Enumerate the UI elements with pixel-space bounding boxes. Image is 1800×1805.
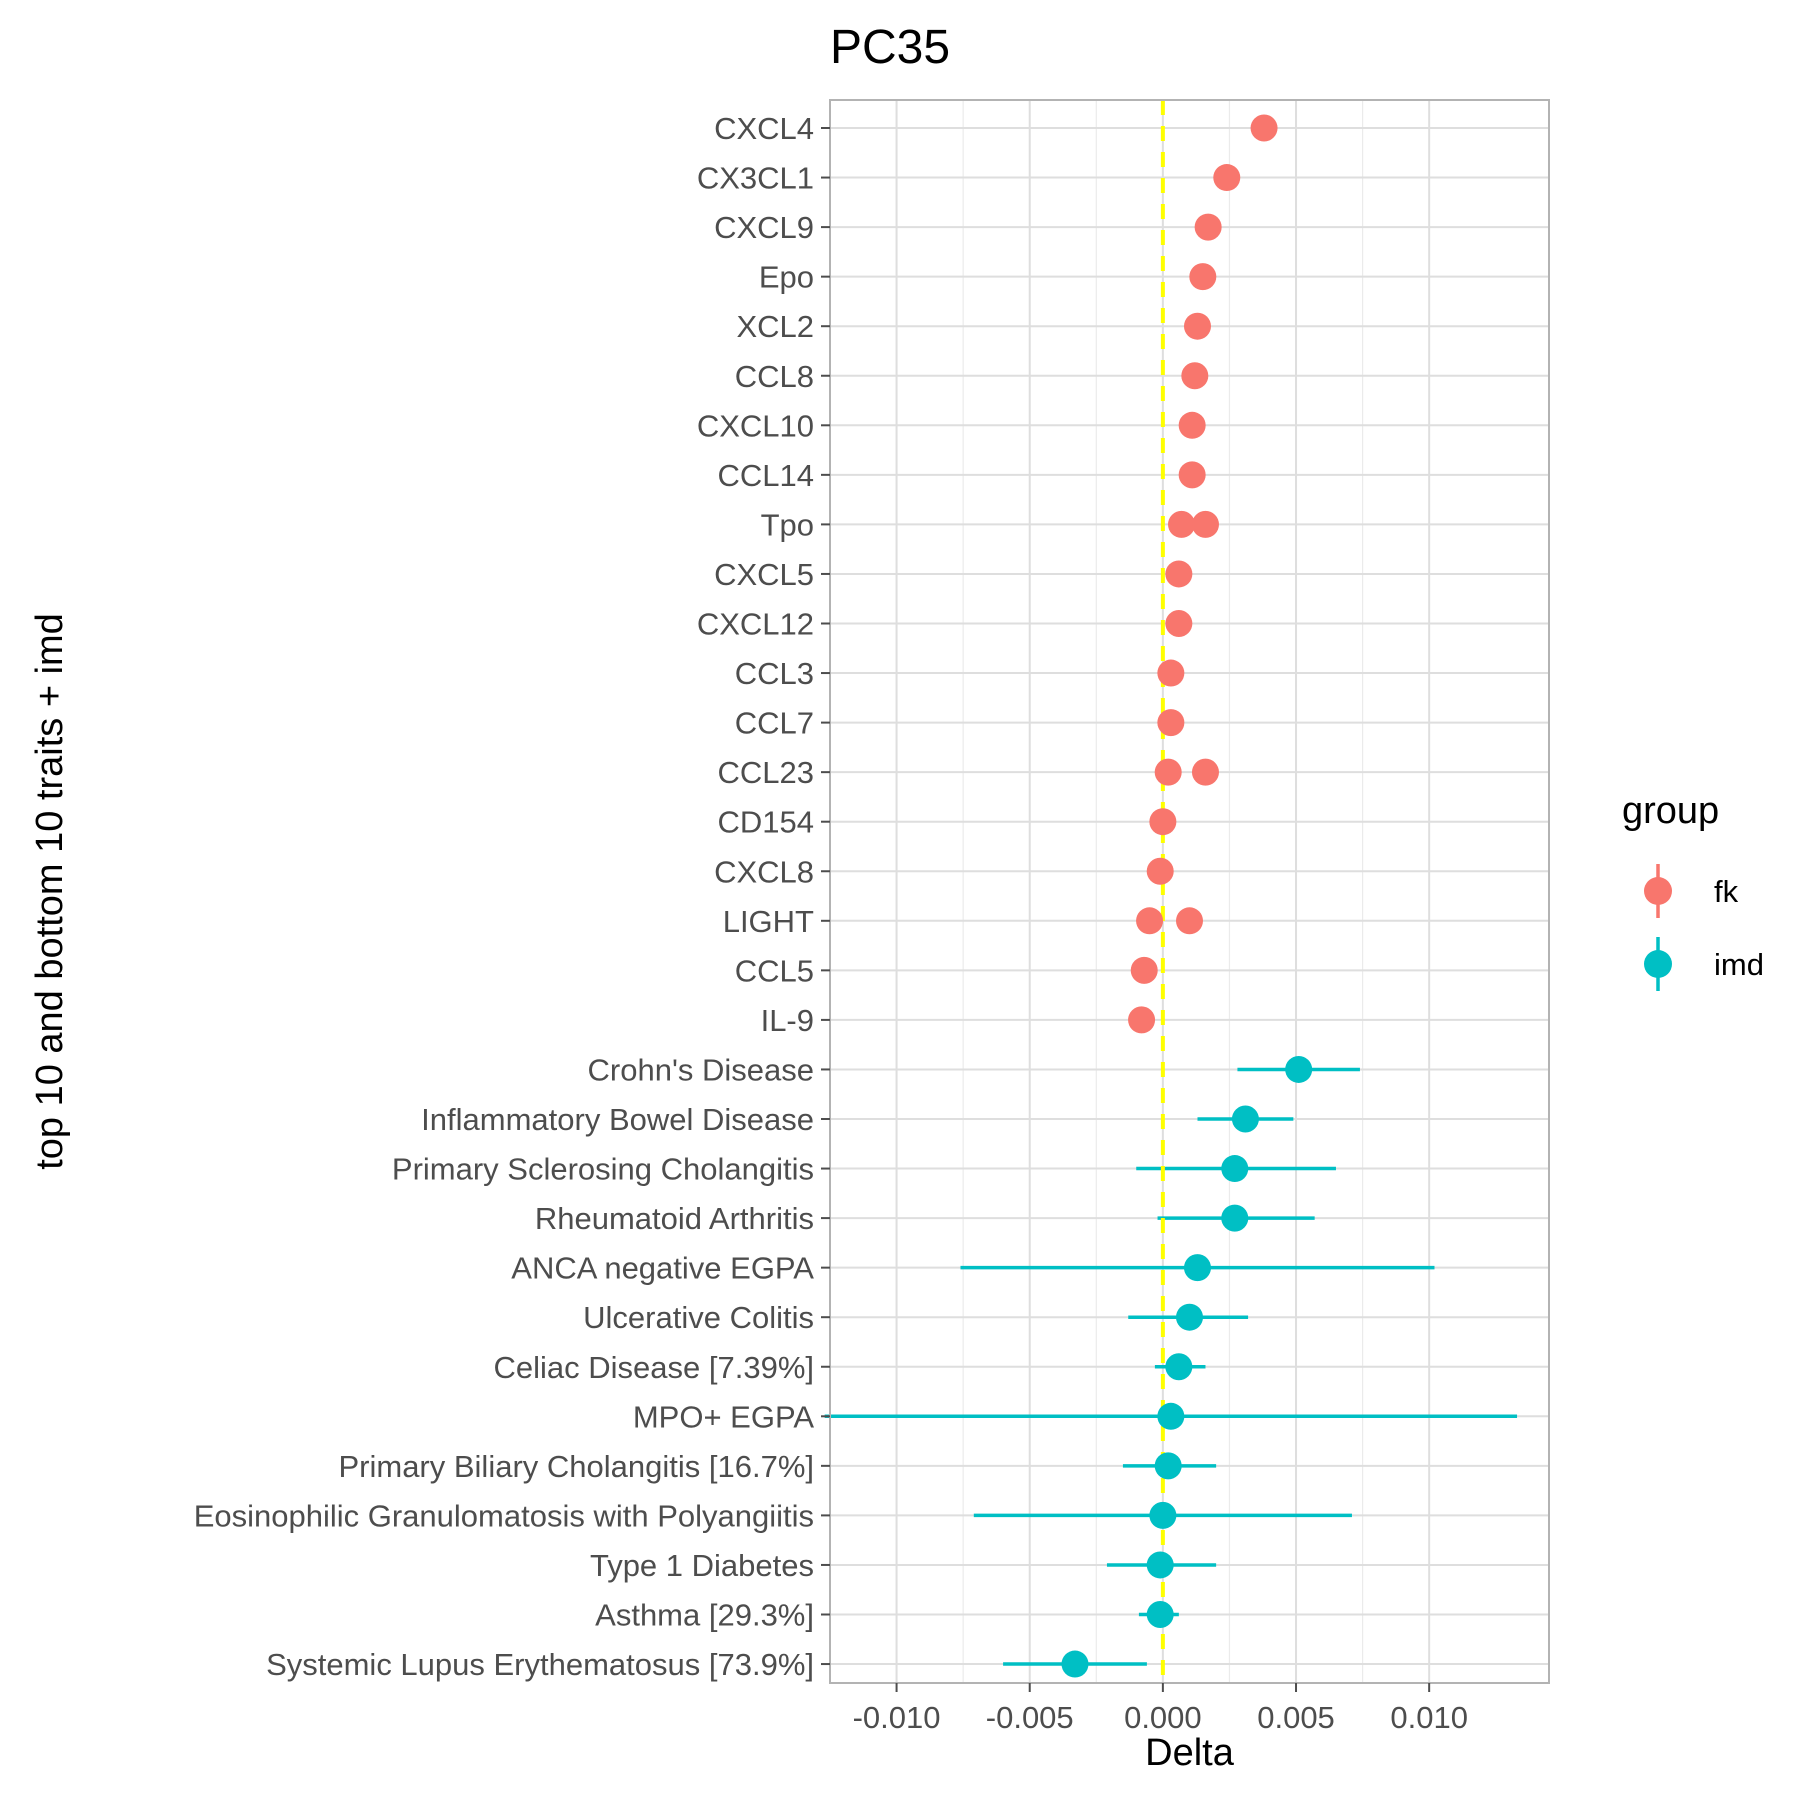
x-tick-label: -0.005 — [986, 1700, 1074, 1735]
legend-key-point-imd — [1644, 950, 1672, 978]
y-tick-label: CXCL8 — [714, 854, 814, 889]
data-point-fk — [1178, 411, 1206, 439]
y-tick-label: CXCL4 — [714, 111, 814, 146]
y-tick-label: CCL5 — [735, 953, 814, 988]
y-tick-label: XCL2 — [736, 309, 814, 344]
data-point-imd — [1149, 1501, 1177, 1529]
legend-label-imd: imd — [1714, 947, 1764, 982]
data-point-imd — [1221, 1204, 1249, 1232]
data-point-fk — [1178, 461, 1206, 489]
x-tick-label: -0.010 — [853, 1700, 941, 1735]
data-point-imd — [1157, 1402, 1185, 1430]
y-tick-label: Rheumatoid Arthritis — [535, 1201, 814, 1236]
data-point-fk — [1136, 907, 1164, 935]
legend-title: group — [1622, 790, 1719, 832]
x-tick-label: 0.005 — [1257, 1700, 1335, 1735]
data-point-imd — [1176, 1303, 1203, 1331]
y-tick-label: Eosinophilic Granulomatosis with Polyang… — [194, 1498, 814, 1533]
y-tick-label: CXCL5 — [714, 557, 814, 592]
y-axis-title: top 10 and bottom 10 traits + imd — [29, 613, 71, 1170]
data-point-imd — [1146, 1551, 1174, 1579]
data-point-fk — [1213, 164, 1241, 192]
x-tick-label: 0.010 — [1390, 1700, 1468, 1735]
data-point-fk — [1191, 758, 1219, 786]
data-point-fk — [1176, 907, 1203, 935]
y-tick-label: CX3CL1 — [697, 161, 814, 196]
y-tick-label: Celiac Disease [7.39%] — [494, 1350, 815, 1385]
y-tick-label: Systemic Lupus Erythematosus [73.9%] — [266, 1647, 814, 1682]
data-point-imd — [1183, 1254, 1211, 1282]
y-tick-label: LIGHT — [723, 904, 814, 939]
y-tick-label: Epo — [759, 260, 814, 295]
y-tick-label: Inflammatory Bowel Disease — [421, 1102, 814, 1137]
y-tick-label: ANCA negative EGPA — [511, 1251, 814, 1286]
plot-border — [829, 99, 1550, 1684]
data-point-fk — [1194, 213, 1222, 241]
y-tick-label: Primary Sclerosing Cholangitis — [392, 1152, 814, 1187]
chart-title: PC35 — [830, 21, 950, 74]
data-point-fk — [1165, 560, 1193, 588]
y-tick-label: CXCL12 — [697, 607, 814, 642]
data-point-fk — [1149, 808, 1177, 836]
data-point-imd — [1061, 1650, 1089, 1678]
y-tick-label: CCL3 — [735, 656, 814, 691]
y-tick-label: IL-9 — [761, 1003, 814, 1038]
data-point-imd — [1154, 1452, 1182, 1480]
data-point-fk — [1165, 610, 1193, 637]
data-point-fk — [1154, 758, 1182, 786]
y-tick-label: CXCL10 — [697, 408, 814, 443]
y-tick-label: MPO+ EGPA — [633, 1399, 814, 1434]
plot-panel — [830, 100, 1549, 1683]
y-tick-label: CCL7 — [735, 706, 814, 741]
y-tick-label: CXCL9 — [714, 210, 814, 245]
data-point-fk — [1181, 362, 1209, 390]
y-tick-label: Type 1 Diabetes — [590, 1548, 814, 1583]
y-tick-label: CCL8 — [735, 359, 814, 394]
y-tick-label: Crohn's Disease — [588, 1052, 814, 1087]
data-point-imd — [1231, 1105, 1259, 1133]
legend-label-fk: fk — [1714, 874, 1739, 909]
x-tick-label: 0.000 — [1124, 1700, 1202, 1735]
data-point-fk — [1191, 510, 1219, 538]
y-tick-label: Tpo — [761, 507, 814, 542]
data-point-fk — [1146, 857, 1174, 885]
x-axis-title: Delta — [1145, 1732, 1235, 1774]
data-point-fk — [1168, 510, 1196, 538]
data-point-fk — [1130, 956, 1158, 984]
y-tick-label: Asthma [29.3%] — [595, 1598, 814, 1633]
y-tick-label: Ulcerative Colitis — [583, 1300, 814, 1335]
data-point-fk — [1250, 114, 1278, 142]
data-point-fk — [1157, 709, 1185, 737]
data-point-imd — [1221, 1155, 1249, 1183]
y-tick-label: CCL23 — [718, 755, 815, 790]
y-tick-label: CCL14 — [718, 458, 815, 493]
data-point-imd — [1285, 1055, 1313, 1083]
y-tick-label: CD154 — [718, 805, 815, 840]
data-point-fk — [1157, 659, 1185, 687]
data-point-imd — [1146, 1601, 1174, 1628]
legend-key-point-fk — [1644, 877, 1672, 905]
data-point-fk — [1189, 263, 1217, 291]
y-tick-label: Primary Biliary Cholangitis [16.7%] — [338, 1449, 814, 1484]
data-point-imd — [1165, 1353, 1193, 1381]
data-point-fk — [1128, 1006, 1156, 1034]
data-point-fk — [1183, 312, 1211, 340]
